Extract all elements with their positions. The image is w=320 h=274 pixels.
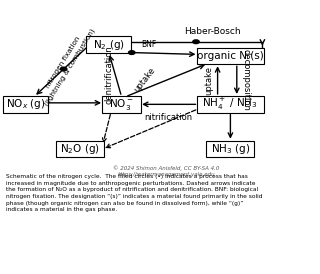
Text: BNF: BNF — [141, 40, 157, 49]
Circle shape — [60, 67, 67, 71]
Text: Schematic of the nitrogen cycle.  The filled circles (•) indicates a process tha: Schematic of the nitrogen cycle. The fil… — [6, 174, 263, 212]
Text: NH$_3$ (g): NH$_3$ (g) — [211, 142, 250, 156]
Text: NH$_4^+$ / NH$_3$: NH$_4^+$ / NH$_3$ — [203, 96, 258, 112]
FancyBboxPatch shape — [3, 96, 48, 113]
Text: NO$_3^-$: NO$_3^-$ — [109, 97, 134, 112]
FancyBboxPatch shape — [197, 96, 264, 113]
FancyBboxPatch shape — [197, 47, 264, 64]
Text: © 2024 Shimon Anisfeld, CC BY-SA 4.0
https://watermanagement.yale.edu: © 2024 Shimon Anisfeld, CC BY-SA 4.0 htt… — [113, 165, 220, 177]
Text: nitrogen fixation
(lightning & combustion): nitrogen fixation (lightning & combustio… — [37, 23, 96, 107]
Text: Haber-Bosch: Haber-Bosch — [184, 27, 240, 36]
FancyBboxPatch shape — [206, 141, 254, 158]
Text: NO$_x$ (g): NO$_x$ (g) — [6, 97, 45, 111]
FancyBboxPatch shape — [86, 36, 131, 53]
Circle shape — [129, 51, 135, 55]
Circle shape — [193, 40, 199, 44]
FancyBboxPatch shape — [56, 141, 104, 158]
Text: decomposition: decomposition — [242, 49, 251, 111]
Text: uptake: uptake — [132, 66, 157, 94]
Text: uptake: uptake — [204, 65, 213, 95]
Text: nitrification: nitrification — [145, 113, 193, 122]
Text: N$_2$ (g): N$_2$ (g) — [93, 38, 125, 52]
Text: denitrification: denitrification — [105, 45, 114, 104]
Text: organic N (s): organic N (s) — [197, 51, 264, 61]
FancyBboxPatch shape — [102, 96, 141, 113]
Text: N$_2$O (g): N$_2$O (g) — [60, 142, 100, 156]
